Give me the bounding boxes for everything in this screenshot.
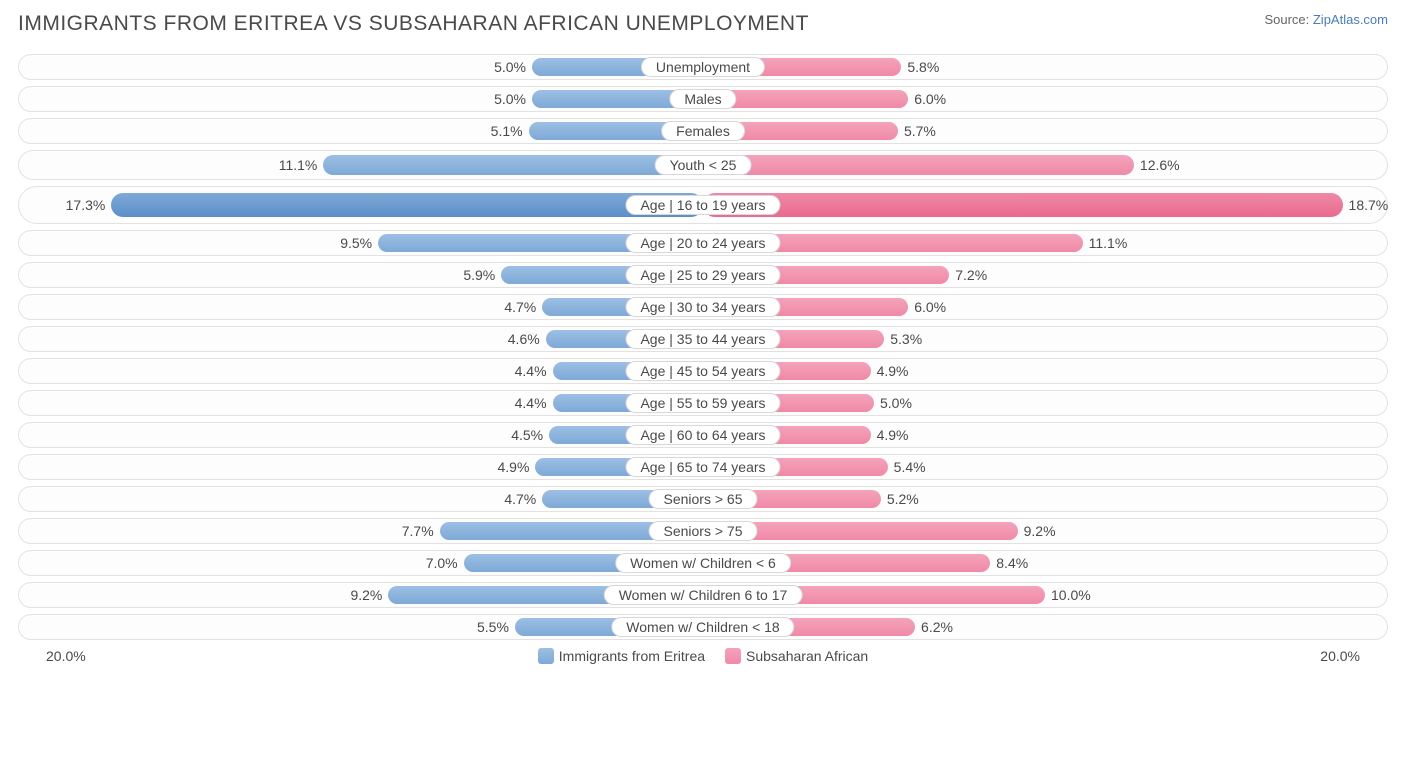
value-label-left: 4.6% — [508, 331, 540, 347]
value-label-right: 5.2% — [887, 491, 919, 507]
value-label-right: 10.0% — [1051, 587, 1091, 603]
value-label-right: 5.4% — [894, 459, 926, 475]
category-label: Females — [661, 121, 745, 141]
chart-row: 5.9% 7.2% Age | 25 to 29 years — [18, 262, 1388, 288]
chart-row: 4.4% 5.0% Age | 55 to 59 years — [18, 390, 1388, 416]
chart-row: 5.0% 5.8% Unemployment — [18, 54, 1388, 80]
value-label-left: 4.7% — [504, 299, 536, 315]
category-label: Age | 16 to 19 years — [625, 195, 780, 215]
legend-label-left: Immigrants from Eritrea — [559, 648, 705, 664]
chart-row: 4.7% 6.0% Age | 30 to 34 years — [18, 294, 1388, 320]
value-label-right: 11.1% — [1089, 235, 1128, 251]
value-label-left: 9.5% — [340, 235, 372, 251]
value-label-left: 17.3% — [66, 197, 106, 213]
category-label: Age | 55 to 59 years — [625, 393, 780, 413]
value-label-left: 5.1% — [491, 123, 523, 139]
value-label-left: 4.4% — [515, 395, 547, 411]
value-label-right: 5.7% — [904, 123, 936, 139]
category-label: Age | 30 to 34 years — [625, 297, 780, 317]
category-label: Age | 35 to 44 years — [625, 329, 780, 349]
value-label-left: 11.1% — [279, 157, 318, 173]
source-attribution: Source: ZipAtlas.com — [1264, 12, 1388, 27]
bar-left — [111, 193, 703, 217]
category-label: Women w/ Children < 18 — [611, 617, 794, 637]
value-label-right: 18.7% — [1349, 197, 1389, 213]
value-label-right: 5.8% — [907, 59, 939, 75]
axis-max-left: 20.0% — [46, 648, 86, 664]
chart-row: 9.2% 10.0% Women w/ Children 6 to 17 — [18, 582, 1388, 608]
category-label: Age | 60 to 64 years — [625, 425, 780, 445]
axis-max-right: 20.0% — [1320, 648, 1360, 664]
category-label: Youth < 25 — [655, 155, 752, 175]
value-label-right: 4.9% — [877, 427, 909, 443]
chart-row: 11.1% 12.6% Youth < 25 — [18, 150, 1388, 180]
chart-row: 9.5% 11.1% Age | 20 to 24 years — [18, 230, 1388, 256]
value-label-right: 6.0% — [914, 91, 946, 107]
value-label-left: 5.5% — [477, 619, 509, 635]
chart-row: 5.1% 5.7% Females — [18, 118, 1388, 144]
value-label-left: 9.2% — [350, 587, 382, 603]
category-label: Seniors > 75 — [649, 521, 758, 541]
category-label: Age | 25 to 29 years — [625, 265, 780, 285]
chart-row: 4.5% 4.9% Age | 60 to 64 years — [18, 422, 1388, 448]
value-label-left: 4.7% — [504, 491, 536, 507]
category-label: Unemployment — [641, 57, 765, 77]
chart-row: 5.0% 6.0% Males — [18, 86, 1388, 112]
value-label-right: 7.2% — [955, 267, 987, 283]
value-label-right: 4.9% — [877, 363, 909, 379]
chart-row: 4.7% 5.2% Seniors > 65 — [18, 486, 1388, 512]
category-label: Age | 45 to 54 years — [625, 361, 780, 381]
chart-title: IMMIGRANTS FROM ERITREA VS SUBSAHARAN AF… — [18, 12, 809, 36]
value-label-left: 5.0% — [494, 59, 526, 75]
legend-item-right: Subsaharan African — [725, 648, 868, 664]
bar-left — [323, 155, 703, 175]
value-label-left: 4.9% — [498, 459, 530, 475]
chart-header: IMMIGRANTS FROM ERITREA VS SUBSAHARAN AF… — [18, 12, 1388, 36]
chart-row: 5.5% 6.2% Women w/ Children < 18 — [18, 614, 1388, 640]
legend-label-right: Subsaharan African — [746, 648, 868, 664]
chart-row: 7.0% 8.4% Women w/ Children < 6 — [18, 550, 1388, 576]
value-label-right: 9.2% — [1024, 523, 1056, 539]
chart-row: 4.6% 5.3% Age | 35 to 44 years — [18, 326, 1388, 352]
category-label: Age | 20 to 24 years — [625, 233, 780, 253]
category-label: Age | 65 to 74 years — [625, 457, 780, 477]
value-label-right: 8.4% — [996, 555, 1028, 571]
axis-legend-row: 20.0% Immigrants from Eritrea Subsaharan… — [18, 648, 1388, 664]
value-label-right: 6.2% — [921, 619, 953, 635]
legend-item-left: Immigrants from Eritrea — [538, 648, 705, 664]
legend: Immigrants from Eritrea Subsaharan Afric… — [538, 648, 868, 664]
source-prefix: Source: — [1264, 12, 1312, 27]
source-link[interactable]: ZipAtlas.com — [1313, 12, 1388, 27]
category-label: Women w/ Children 6 to 17 — [604, 585, 803, 605]
bar-right — [703, 155, 1134, 175]
legend-swatch-right — [725, 648, 741, 664]
value-label-right: 5.3% — [890, 331, 922, 347]
value-label-right: 6.0% — [914, 299, 946, 315]
value-label-left: 7.0% — [426, 555, 458, 571]
chart-row: 17.3% 18.7% Age | 16 to 19 years — [18, 186, 1388, 224]
category-label: Males — [669, 89, 736, 109]
category-label: Seniors > 65 — [649, 489, 758, 509]
legend-swatch-left — [538, 648, 554, 664]
chart-row: 4.4% 4.9% Age | 45 to 54 years — [18, 358, 1388, 384]
value-label-left: 7.7% — [402, 523, 434, 539]
value-label-right: 12.6% — [1140, 157, 1180, 173]
chart-row: 7.7% 9.2% Seniors > 75 — [18, 518, 1388, 544]
category-label: Women w/ Children < 6 — [615, 553, 791, 573]
value-label-left: 4.5% — [511, 427, 543, 443]
value-label-left: 5.0% — [494, 91, 526, 107]
chart-row: 4.9% 5.4% Age | 65 to 74 years — [18, 454, 1388, 480]
value-label-right: 5.0% — [880, 395, 912, 411]
bar-right — [703, 193, 1343, 217]
value-label-left: 5.9% — [463, 267, 495, 283]
value-label-left: 4.4% — [515, 363, 547, 379]
diverging-bar-chart: 5.0% 5.8% Unemployment 5.0% 6.0% Males 5.1% 5.7… — [18, 54, 1388, 640]
